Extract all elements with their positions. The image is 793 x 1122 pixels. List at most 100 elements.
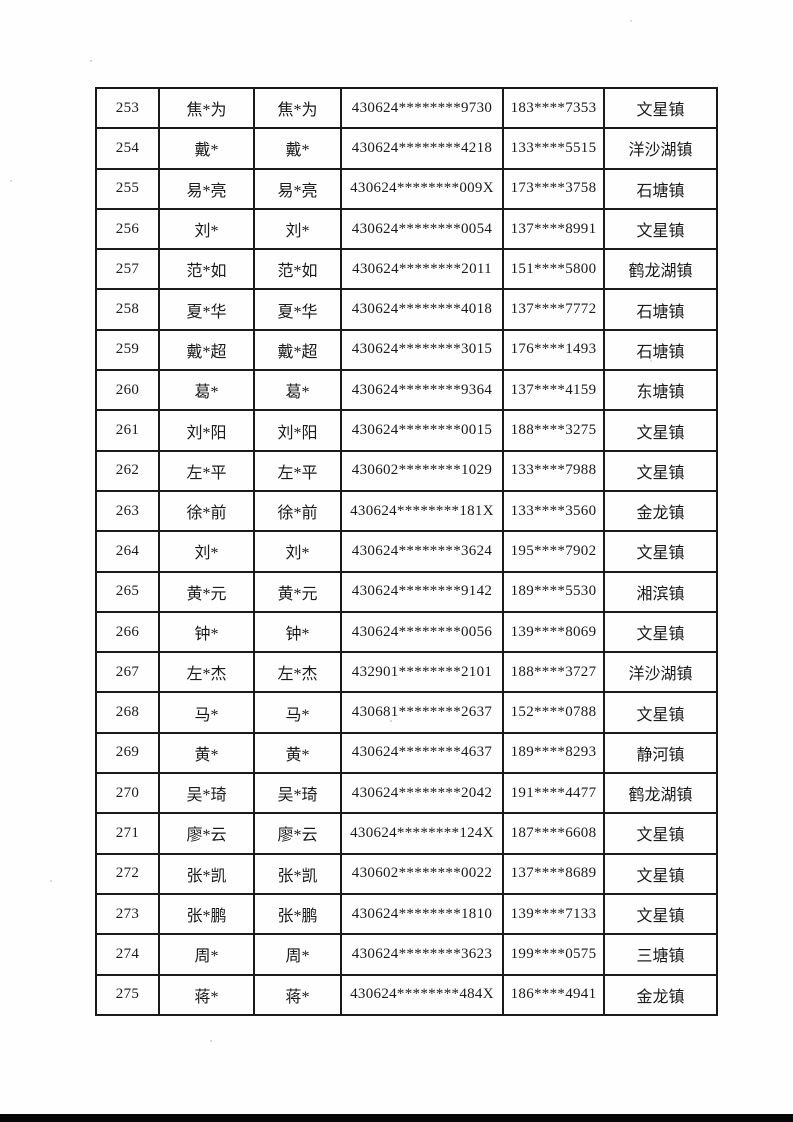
cell-name-confirm: 左*杰 bbox=[253, 651, 342, 694]
cell-town: 石塘镇 bbox=[603, 167, 718, 210]
cell-town: 金龙镇 bbox=[603, 973, 718, 1016]
cell-id-number: 430624********9364 bbox=[340, 369, 504, 412]
roster-table: 253 焦*为 焦*为 430624********9730 183****73… bbox=[95, 86, 718, 1016]
table-row: 253 焦*为 焦*为 430624********9730 183****73… bbox=[95, 86, 718, 130]
table-row: 254 戴* 戴* 430624********4218 133****5515… bbox=[95, 127, 718, 170]
table-row: 259 戴*超 戴*超 430624********3015 176****14… bbox=[95, 328, 718, 372]
table-row: 256 刘* 刘* 430624********0054 137****8991… bbox=[95, 207, 718, 251]
cell-row-number: 273 bbox=[95, 892, 160, 936]
cell-town: 文星镇 bbox=[603, 691, 718, 734]
cell-name-confirm: 张*鹏 bbox=[253, 892, 342, 936]
cell-id-number: 430624********2011 bbox=[340, 248, 504, 291]
table-row: 263 徐*前 徐*前 430624********181X 133****35… bbox=[95, 489, 718, 533]
table-row: 271 廖*云 廖*云 430624********124X 187****66… bbox=[95, 812, 718, 855]
cell-row-number: 269 bbox=[95, 731, 160, 775]
cell-name: 钟* bbox=[158, 610, 255, 654]
cell-phone: 186****4941 bbox=[502, 973, 605, 1016]
cell-row-number: 260 bbox=[95, 369, 160, 412]
scan-edge-bar bbox=[0, 1114, 793, 1122]
cell-name-confirm: 张*凯 bbox=[253, 852, 342, 895]
cell-name-confirm: 戴* bbox=[253, 127, 342, 170]
table-row: 261 刘*阳 刘*阳 430624********0015 188****32… bbox=[95, 409, 718, 452]
cell-phone: 187****6608 bbox=[502, 812, 605, 855]
cell-phone: 173****3758 bbox=[502, 167, 605, 210]
cell-name: 马* bbox=[158, 691, 255, 734]
table-row: 268 马* 马* 430681********2637 152****0788… bbox=[95, 691, 718, 734]
cell-id-number: 430624********484X bbox=[340, 973, 504, 1016]
cell-phone: 188****3727 bbox=[502, 651, 605, 694]
cell-row-number: 275 bbox=[95, 973, 160, 1016]
table-row: 257 范*如 范*如 430624********2011 151****58… bbox=[95, 248, 718, 291]
cell-name: 左*杰 bbox=[158, 651, 255, 694]
cell-id-number: 430624********009X bbox=[340, 167, 504, 210]
cell-row-number: 261 bbox=[95, 409, 160, 452]
table-row: 262 左*平 左*平 430602********1029 133****79… bbox=[95, 449, 718, 492]
cell-phone: 191****4477 bbox=[502, 772, 605, 815]
cell-town: 洋沙湖镇 bbox=[603, 127, 718, 170]
cell-name: 刘* bbox=[158, 207, 255, 251]
cell-town: 文星镇 bbox=[603, 449, 718, 492]
cell-phone: 189****8293 bbox=[502, 731, 605, 775]
cell-id-number: 430624********4218 bbox=[340, 127, 504, 170]
cell-town: 文星镇 bbox=[603, 530, 718, 573]
cell-name-confirm: 刘* bbox=[253, 207, 342, 251]
cell-row-number: 263 bbox=[95, 489, 160, 533]
cell-row-number: 267 bbox=[95, 651, 160, 694]
cell-name-confirm: 周* bbox=[253, 933, 342, 976]
cell-name: 左*平 bbox=[158, 449, 255, 492]
cell-id-number: 430624********0015 bbox=[340, 409, 504, 452]
cell-town: 鹤龙湖镇 bbox=[603, 772, 718, 815]
table-row: 274 周* 周* 430624********3623 199****0575… bbox=[95, 933, 718, 976]
cell-name-confirm: 戴*超 bbox=[253, 328, 342, 372]
scan-noise bbox=[90, 60, 92, 62]
cell-id-number: 430624********0056 bbox=[340, 610, 504, 654]
table-row: 273 张*鹏 张*鹏 430624********1810 139****71… bbox=[95, 892, 718, 936]
cell-id-number: 430602********0022 bbox=[340, 852, 504, 895]
cell-name-confirm: 廖*云 bbox=[253, 812, 342, 855]
cell-town: 文星镇 bbox=[603, 812, 718, 855]
cell-phone: 183****7353 bbox=[502, 86, 605, 130]
cell-id-number: 432901********2101 bbox=[340, 651, 504, 694]
cell-name: 夏*华 bbox=[158, 288, 255, 331]
table-row: 260 葛* 葛* 430624********9364 137****4159… bbox=[95, 369, 718, 412]
cell-id-number: 430624********2042 bbox=[340, 772, 504, 815]
table-body: 253 焦*为 焦*为 430624********9730 183****73… bbox=[95, 86, 718, 1016]
cell-name-confirm: 马* bbox=[253, 691, 342, 734]
cell-town: 金龙镇 bbox=[603, 489, 718, 533]
cell-name-confirm: 左*平 bbox=[253, 449, 342, 492]
cell-name-confirm: 徐*前 bbox=[253, 489, 342, 533]
cell-town: 静河镇 bbox=[603, 731, 718, 775]
cell-id-number: 430624********124X bbox=[340, 812, 504, 855]
cell-town: 文星镇 bbox=[603, 86, 718, 130]
cell-name: 戴*超 bbox=[158, 328, 255, 372]
cell-id-number: 430624********3623 bbox=[340, 933, 504, 976]
cell-town: 鹤龙湖镇 bbox=[603, 248, 718, 291]
cell-id-number: 430624********9730 bbox=[340, 86, 504, 130]
table-row: 255 易*亮 易*亮 430624********009X 173****37… bbox=[95, 167, 718, 210]
cell-name: 廖*云 bbox=[158, 812, 255, 855]
cell-name-confirm: 黄*元 bbox=[253, 570, 342, 613]
cell-id-number: 430624********1810 bbox=[340, 892, 504, 936]
cell-row-number: 257 bbox=[95, 248, 160, 291]
cell-phone: 188****3275 bbox=[502, 409, 605, 452]
cell-town: 洋沙湖镇 bbox=[603, 651, 718, 694]
cell-row-number: 271 bbox=[95, 812, 160, 855]
cell-town: 文星镇 bbox=[603, 610, 718, 654]
cell-town: 石塘镇 bbox=[603, 288, 718, 331]
cell-row-number: 274 bbox=[95, 933, 160, 976]
cell-town: 文星镇 bbox=[603, 207, 718, 251]
cell-id-number: 430681********2637 bbox=[340, 691, 504, 734]
cell-phone: 133****7988 bbox=[502, 449, 605, 492]
cell-row-number: 254 bbox=[95, 127, 160, 170]
cell-town: 三塘镇 bbox=[603, 933, 718, 976]
cell-phone: 133****3560 bbox=[502, 489, 605, 533]
cell-id-number: 430602********1029 bbox=[340, 449, 504, 492]
cell-name: 戴* bbox=[158, 127, 255, 170]
cell-row-number: 270 bbox=[95, 772, 160, 815]
cell-row-number: 272 bbox=[95, 852, 160, 895]
cell-phone: 199****0575 bbox=[502, 933, 605, 976]
cell-row-number: 265 bbox=[95, 570, 160, 613]
cell-name-confirm: 葛* bbox=[253, 369, 342, 412]
table-row: 270 吴*琦 吴*琦 430624********2042 191****44… bbox=[95, 772, 718, 815]
